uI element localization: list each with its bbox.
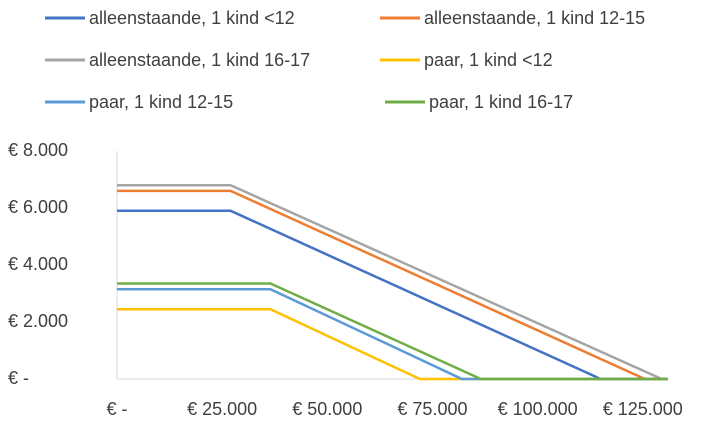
series-line: [117, 183, 668, 381]
x-tick-label: € 125.000: [603, 399, 683, 419]
y-tick-label: € 6.000: [8, 197, 68, 217]
legend-label: paar, 1 kind 16-17: [429, 92, 573, 112]
legend-label: alleenstaande, 1 kind 16-17: [89, 50, 310, 70]
y-tick-label: € -: [8, 368, 29, 388]
legend-label: alleenstaande, 1 kind 12-15: [424, 8, 645, 28]
legend-label: paar, 1 kind 12-15: [89, 92, 233, 112]
series-line: [117, 282, 668, 381]
x-tick-label: € 100.000: [498, 399, 578, 419]
x-tick-label: € 50.000: [292, 399, 362, 419]
series-line: [117, 209, 668, 381]
y-tick-label: € 2.000: [8, 311, 68, 331]
legend-label: paar, 1 kind <12: [424, 50, 553, 70]
x-tick-label: € -: [106, 399, 127, 419]
x-tick-label: € 75.000: [397, 399, 467, 419]
legend-label: alleenstaande, 1 kind <12: [89, 8, 295, 28]
y-tick-label: € 4.000: [8, 254, 68, 274]
x-tick-label: € 25.000: [187, 399, 257, 419]
y-tick-label: € 8.000: [8, 140, 68, 160]
